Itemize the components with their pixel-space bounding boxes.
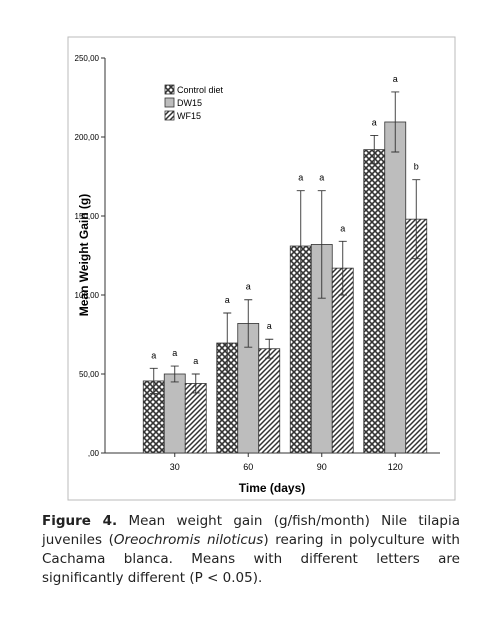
x-tick-label: 30 (170, 462, 180, 472)
chart: Mean Weight Gain (g) Time (days) ,00 50,0… (67, 36, 456, 501)
significance-letter: a (340, 223, 345, 233)
x-tick-label: 60 (243, 462, 253, 472)
bar (384, 121, 407, 454)
bar (258, 348, 281, 454)
legend-label: Control diet (177, 85, 224, 95)
error-bar (244, 299, 253, 348)
error-bar (265, 338, 274, 359)
significance-letter: b (414, 162, 419, 172)
significance-letter: a (319, 173, 324, 183)
y-axis-label: Mean Weight Gain (g) (77, 194, 91, 316)
bar (331, 267, 354, 454)
caption-text: Mean weight gain (g/fish/month) Nile til… (42, 513, 460, 548)
y-tick-label: 50,00 (79, 370, 100, 379)
error-bar (223, 312, 232, 374)
x-tick-label: 90 (317, 462, 327, 472)
significance-letter: a (393, 74, 398, 84)
caption-label: Figure 4. (42, 513, 118, 529)
legend-swatch (164, 84, 175, 95)
significance-letter: a (172, 348, 177, 358)
bar (163, 373, 186, 454)
legend-label: WF15 (177, 111, 201, 121)
error-bar (170, 365, 179, 383)
y-tick-label: 250,00 (75, 54, 100, 63)
legend-label: DW15 (177, 98, 202, 108)
error-bar (338, 240, 347, 296)
significance-letter: a (372, 117, 377, 127)
significance-letter: a (298, 173, 303, 183)
error-bar (191, 373, 200, 394)
y-tick-label: 200,00 (75, 133, 100, 142)
significance-letter: a (151, 350, 156, 360)
error-bar (370, 134, 379, 165)
caption-species: Oreochromis niloticus (113, 532, 264, 548)
y-tick-label: 150,00 (75, 212, 100, 221)
error-bar (296, 190, 305, 302)
legend-swatch (164, 110, 175, 121)
y-tick-label: 100,00 (75, 291, 100, 300)
significance-letter: a (267, 321, 272, 331)
significance-letter: a (246, 282, 251, 292)
caption-text: ) rearing in polyculture with Cachama bl… (42, 532, 460, 586)
chart-frame (67, 36, 456, 501)
legend-swatch (164, 97, 175, 108)
x-axis-label: Time (days) (239, 481, 305, 495)
x-tick-label: 120 (388, 462, 403, 472)
y-tick-label: ,00 (88, 449, 100, 458)
error-bar (149, 367, 158, 395)
bar (363, 149, 386, 454)
error-bar (412, 179, 421, 260)
error-bar (317, 190, 326, 299)
significance-letter: a (225, 295, 230, 305)
error-bar (391, 91, 400, 153)
significance-letter: a (193, 356, 198, 366)
caption: Figure 4. Mean weight gain (g/fish/month… (42, 512, 460, 588)
bar (184, 383, 207, 454)
